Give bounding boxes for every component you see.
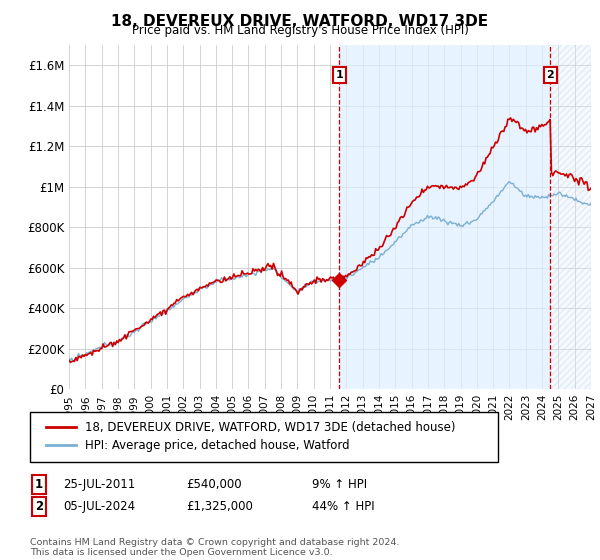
Legend: 18, DEVEREUX DRIVE, WATFORD, WD17 3DE (detached house), HPI: Average price, deta: 18, DEVEREUX DRIVE, WATFORD, WD17 3DE (d…	[41, 416, 462, 458]
Text: 44% ↑ HPI: 44% ↑ HPI	[312, 500, 374, 514]
Text: 05-JUL-2024: 05-JUL-2024	[63, 500, 135, 514]
Text: Contains HM Land Registry data © Crown copyright and database right 2024.
This d: Contains HM Land Registry data © Crown c…	[30, 538, 400, 557]
Bar	[339, 45, 550, 389]
Text: 2: 2	[547, 70, 554, 80]
Text: Price paid vs. HM Land Registry's House Price Index (HPI): Price paid vs. HM Land Registry's House …	[131, 24, 469, 37]
Text: £540,000: £540,000	[186, 478, 242, 491]
Bar	[550, 45, 591, 389]
Text: 18, DEVEREUX DRIVE, WATFORD, WD17 3DE: 18, DEVEREUX DRIVE, WATFORD, WD17 3DE	[112, 14, 488, 29]
Text: 1: 1	[335, 70, 343, 80]
Text: £1,325,000: £1,325,000	[186, 500, 253, 514]
Text: 9% ↑ HPI: 9% ↑ HPI	[312, 478, 367, 491]
Text: 1: 1	[35, 478, 43, 491]
Text: 2: 2	[35, 500, 43, 514]
FancyBboxPatch shape	[30, 412, 498, 462]
Text: 25-JUL-2011: 25-JUL-2011	[63, 478, 135, 491]
